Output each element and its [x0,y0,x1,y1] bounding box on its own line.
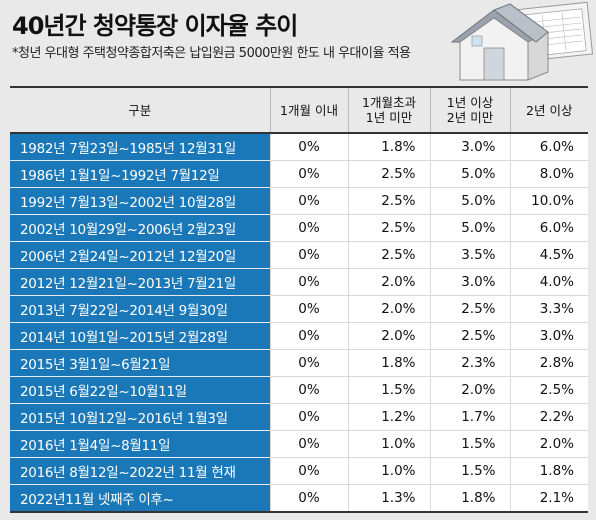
rate-1-month-to-1-year: 1.2% [347,403,430,431]
rate-over-2-years: 2.8% [509,349,588,377]
house-and-bankbook-icon [450,2,594,81]
period-cell: 2013년 7월22일~2014년 9월30일 [10,295,270,323]
rate-under-1-month: 0% [269,241,348,269]
rate-1-to-2-years: 5.0% [429,187,510,215]
period-cell: 2016년 1월4일~8월11일 [10,430,270,458]
rate-under-1-month: 0% [269,187,348,215]
header-over-2-years: 2년 이상 [509,86,588,134]
table-row: 2022년11월 넷째주 이후~ 0% 1.3% 1.8% 2.1% [10,484,588,513]
period-cell: 2015년 10월12일~2016년 1월3일 [10,403,270,431]
interest-rate-table: 구분 1개월 이내 1개월초과 1년 미만 1년 이상 2년 미만 2년 이상 … [10,86,588,513]
rate-over-2-years: 2.5% [509,376,588,404]
rate-1-to-2-years: 5.0% [429,160,510,188]
rate-1-to-2-years: 2.0% [429,376,510,404]
rate-under-1-month: 0% [269,376,348,404]
rate-1-to-2-years: 2.5% [429,322,510,350]
rate-under-1-month: 0% [269,349,348,377]
rate-over-2-years: 6.0% [509,214,588,242]
rate-1-month-to-1-year: 2.0% [347,295,430,323]
period-cell: 2015년 3월1일~6월21일 [10,349,270,377]
period-cell: 2016년 8월12일~2022년 11월 현재 [10,457,270,485]
rate-1-to-2-years: 2.3% [429,349,510,377]
rate-under-1-month: 0% [269,133,348,161]
rate-under-1-month: 0% [269,160,348,188]
rate-1-month-to-1-year: 2.5% [347,187,430,215]
rate-1-month-to-1-year: 1.5% [347,376,430,404]
rate-over-2-years: 10.0% [509,187,588,215]
period-cell: 2014년 10월1일~2015년 2월28일 [10,322,270,350]
rate-1-month-to-1-year: 1.0% [347,430,430,458]
rate-over-2-years: 3.0% [509,322,588,350]
header-1-to-2-years: 1년 이상 2년 미만 [429,86,510,134]
rate-1-month-to-1-year: 1.0% [347,457,430,485]
rate-1-month-to-1-year: 2.0% [347,268,430,296]
rate-over-2-years: 2.1% [509,484,588,513]
period-cell: 2015년 6월22일~10월11일 [10,376,270,404]
period-cell: 2022년11월 넷째주 이후~ [10,484,270,513]
rate-over-2-years: 3.3% [509,295,588,323]
table-row: 2016년 8월12일~2022년 11월 현재 0% 1.0% 1.5% 1.8% [10,457,588,485]
rate-over-2-years: 4.5% [509,241,588,269]
rate-1-month-to-1-year: 1.8% [347,133,430,161]
rate-1-month-to-1-year: 1.3% [347,484,430,513]
period-cell: 2012년 12월21일~2013년 7월21일 [10,268,270,296]
period-cell: 1982년 7월23일~1985년 12월31일 [10,133,270,161]
rate-under-1-month: 0% [269,295,348,323]
rate-over-2-years: 2.0% [509,430,588,458]
rate-1-month-to-1-year: 2.0% [347,322,430,350]
rate-1-month-to-1-year: 2.5% [347,214,430,242]
page-title: 40년간 청약통장 이자율 추이 [12,12,298,40]
subtitle-note: *청년 우대형 주택청약종합저축은 납입원금 5000만원 한도 내 우대이율 … [12,46,411,61]
rate-1-month-to-1-year: 2.5% [347,241,430,269]
table-row: 1992년 7월13일~2002년 10월28일 0% 2.5% 5.0% 10.0% [10,187,588,215]
rate-1-to-2-years: 3.5% [429,241,510,269]
rate-1-to-2-years: 3.0% [429,133,510,161]
table-row: 2016년 1월4일~8월11일 0% 1.0% 1.5% 2.0% [10,430,588,458]
table-row: 2006년 2월24일~2012년 12월20일 0% 2.5% 3.5% 4.5% [10,241,588,269]
rate-1-month-to-1-year: 1.8% [347,349,430,377]
period-cell: 1992년 7월13일~2002년 10월28일 [10,187,270,215]
rate-over-2-years: 1.8% [509,457,588,485]
header-under-1-month: 1개월 이내 [269,86,348,134]
period-cell: 2002년 10월29일~2006년 2월23일 [10,214,270,242]
table-row: 1986년 1월1일~1992년 7월12일 0% 2.5% 5.0% 8.0% [10,160,588,188]
table-row: 2015년 10월12일~2016년 1월3일 0% 1.2% 1.7% 2.2% [10,403,588,431]
rate-under-1-month: 0% [269,322,348,350]
rate-under-1-month: 0% [269,214,348,242]
rate-1-to-2-years: 5.0% [429,214,510,242]
table-row: 2014년 10월1일~2015년 2월28일 0% 2.0% 2.5% 3.0% [10,322,588,350]
rate-1-to-2-years: 1.7% [429,403,510,431]
rate-over-2-years: 4.0% [509,268,588,296]
table-row: 2015년 6월22일~10월11일 0% 1.5% 2.0% 2.5% [10,376,588,404]
rate-1-month-to-1-year: 2.5% [347,160,430,188]
table-header-row: 구분 1개월 이내 1개월초과 1년 미만 1년 이상 2년 미만 2년 이상 [10,86,588,134]
rate-over-2-years: 8.0% [509,160,588,188]
rate-under-1-month: 0% [269,484,348,513]
rate-over-2-years: 6.0% [509,133,588,161]
rate-under-1-month: 0% [269,268,348,296]
rate-under-1-month: 0% [269,430,348,458]
header-1-month-to-1-year: 1개월초과 1년 미만 [347,86,430,134]
table-row: 2013년 7월22일~2014년 9월30일 0% 2.0% 2.5% 3.3% [10,295,588,323]
period-cell: 1986년 1월1일~1992년 7월12일 [10,160,270,188]
rate-1-to-2-years: 1.5% [429,430,510,458]
header-period: 구분 [10,86,270,134]
table-row: 1982년 7월23일~1985년 12월31일 0% 1.8% 3.0% 6.0% [10,133,588,161]
period-cell: 2006년 2월24일~2012년 12월20일 [10,241,270,269]
rate-1-to-2-years: 3.0% [429,268,510,296]
rate-over-2-years: 2.2% [509,403,588,431]
rate-1-to-2-years: 1.8% [429,484,510,513]
rate-under-1-month: 0% [269,457,348,485]
table-row: 2002년 10월29일~2006년 2월23일 0% 2.5% 5.0% 6.0% [10,214,588,242]
table-row: 2015년 3월1일~6월21일 0% 1.8% 2.3% 2.8% [10,349,588,377]
rate-under-1-month: 0% [269,403,348,431]
rate-1-to-2-years: 1.5% [429,457,510,485]
table-row: 2012년 12월21일~2013년 7월21일 0% 2.0% 3.0% 4.0% [10,268,588,296]
rate-1-to-2-years: 2.5% [429,295,510,323]
